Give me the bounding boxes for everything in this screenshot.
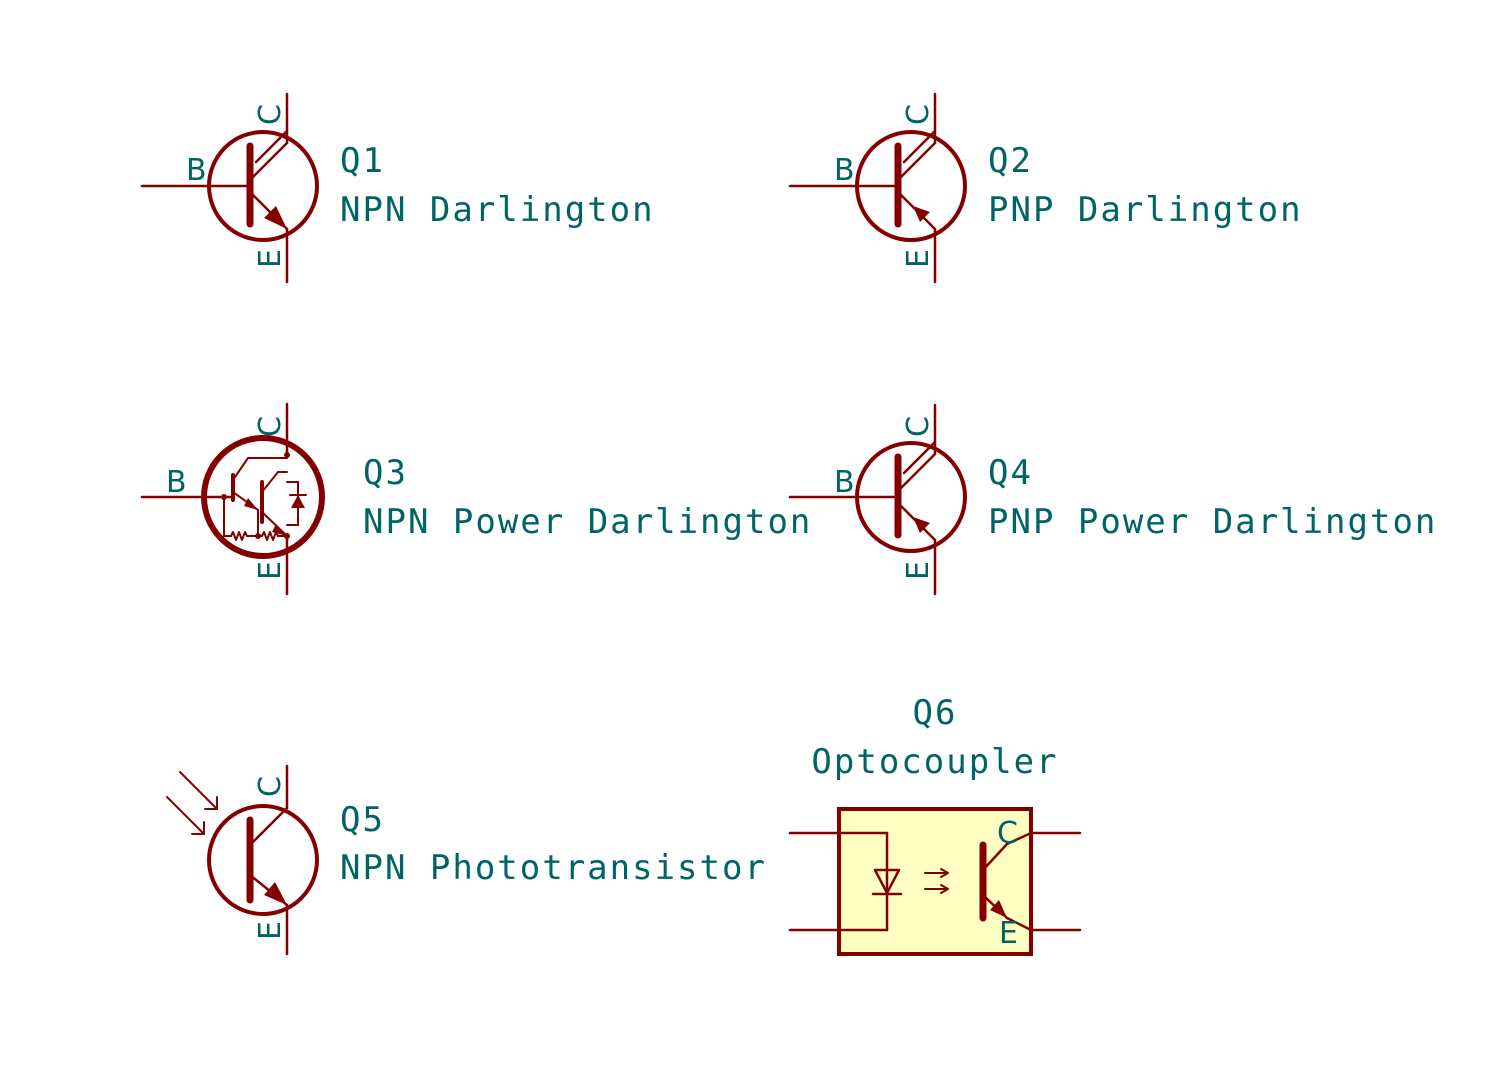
q3-pin-e: E (253, 561, 288, 580)
q1-value: NPN Darlington (340, 190, 655, 230)
q4-pin-b: B (834, 465, 855, 500)
q2-reference: Q2 (988, 141, 1033, 181)
q6-pin-c: C (997, 816, 1018, 851)
q6-reference: Q6 (913, 693, 958, 733)
q2-pin-e: E (901, 249, 936, 268)
q4-pnp-power-darlington-symbol[interactable] (788, 403, 967, 596)
q1-npn-darlington-symbol[interactable] (140, 92, 319, 284)
q2-pin-b: B (834, 153, 855, 188)
q3-pin-b: B (166, 465, 187, 500)
q1-pin-b: B (186, 153, 207, 188)
q5-npn-phototransistor-symbol[interactable] (166, 764, 319, 956)
q6-pin-e: E (999, 916, 1018, 951)
light-arrows-icon (166, 771, 218, 835)
q3-reference: Q3 (363, 453, 408, 493)
q6-value: Optocoupler (811, 742, 1058, 782)
q5-value: NPN Phototransistor (340, 848, 767, 888)
q3-pin-c: C (253, 416, 288, 437)
q5-reference: Q5 (340, 800, 385, 840)
q6-optocoupler-symbol[interactable] (788, 807, 1082, 956)
q2-value: PNP Darlington (988, 190, 1303, 230)
q4-pin-c: C (901, 416, 936, 437)
q5-pin-e: E (253, 921, 288, 940)
q4-value: PNP Power Darlington (988, 502, 1437, 542)
q3-npn-power-darlington-symbol[interactable] (140, 402, 325, 596)
q1-pin-e: E (253, 249, 288, 268)
q1-pin-c: C (253, 104, 288, 125)
q5-pin-c: C (253, 776, 288, 797)
q3-value: NPN Power Darlington (363, 502, 812, 542)
q4-pin-e: E (901, 561, 936, 580)
q2-pin-c: C (901, 104, 936, 125)
q1-reference: Q1 (340, 141, 385, 181)
q2-pnp-darlington-symbol[interactable] (788, 92, 967, 284)
optical-link-arrows-icon (924, 868, 949, 894)
q4-reference: Q4 (988, 453, 1033, 493)
